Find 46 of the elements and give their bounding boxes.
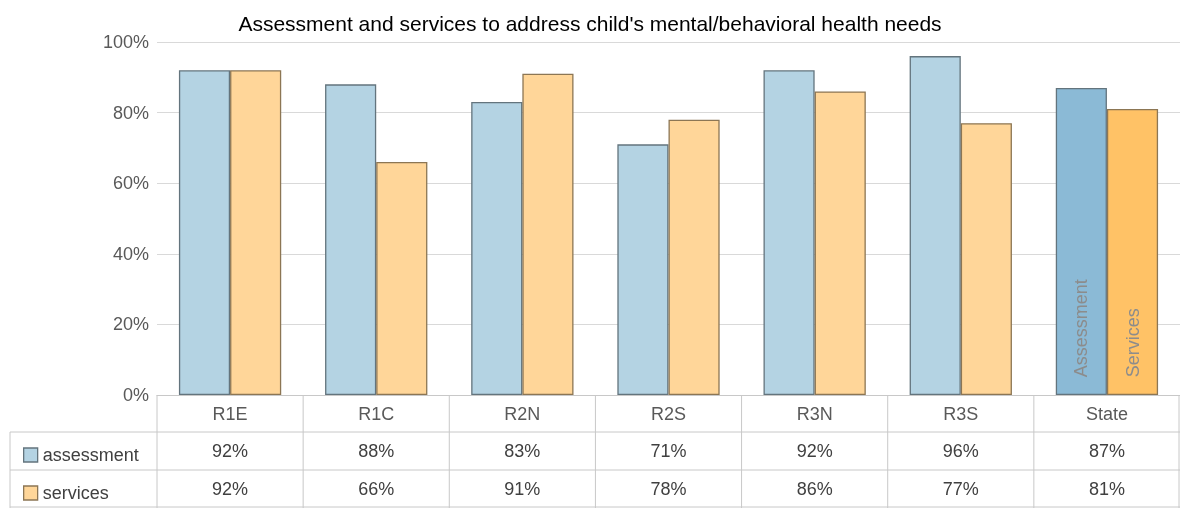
annotation: Services [1122, 308, 1143, 378]
y-tick-label: 60% [112, 173, 149, 194]
data-label: 81% [1088, 478, 1125, 499]
data-label: 77% [942, 478, 979, 499]
bar [814, 91, 866, 395]
annotation: Assessment [1071, 279, 1092, 378]
bar [230, 70, 282, 395]
x-tick-label: R3N [796, 404, 833, 424]
y-tick-label: 80% [112, 102, 149, 123]
data-label: 91% [504, 478, 541, 499]
bar [909, 56, 961, 395]
data-label: 78% [650, 478, 687, 499]
bar [617, 144, 669, 395]
y-tick-label: 40% [112, 243, 149, 264]
legend-label: assessment [42, 445, 139, 465]
data-label: 83% [504, 441, 541, 461]
bar [376, 162, 428, 395]
bar [522, 73, 574, 395]
data-label: 96% [942, 441, 979, 461]
y-tick-label: 100% [102, 32, 149, 52]
x-tick-label: State [1085, 404, 1128, 424]
data-label: 87% [1088, 441, 1125, 461]
bar [763, 70, 815, 395]
legend-label: services [42, 483, 109, 503]
data-label: 92% [212, 478, 249, 499]
data-label: 88% [358, 441, 395, 461]
x-tick-label: R1C [358, 404, 395, 424]
data-label: 71% [650, 441, 687, 461]
data-label: 86% [796, 478, 833, 499]
bar [325, 84, 377, 395]
x-tick-label: R2S [650, 404, 687, 424]
bar [960, 123, 1012, 395]
x-tick-label: R3S [943, 404, 979, 424]
y-tick-label: 20% [112, 314, 149, 335]
chart-title: Assessment and services to address child's mental/behavioral health needs [238, 12, 942, 35]
data-label: 66% [358, 478, 395, 499]
x-tick-label: R2N [504, 404, 541, 424]
bar [668, 119, 720, 395]
bar [178, 70, 231, 395]
bar [1055, 87, 1107, 395]
data-label: 92% [796, 441, 833, 461]
y-tick-label: 0% [122, 385, 149, 405]
bar [471, 102, 523, 395]
x-tick-label: R1E [212, 404, 248, 424]
bar [1106, 109, 1159, 395]
data-label: 92% [212, 441, 249, 461]
